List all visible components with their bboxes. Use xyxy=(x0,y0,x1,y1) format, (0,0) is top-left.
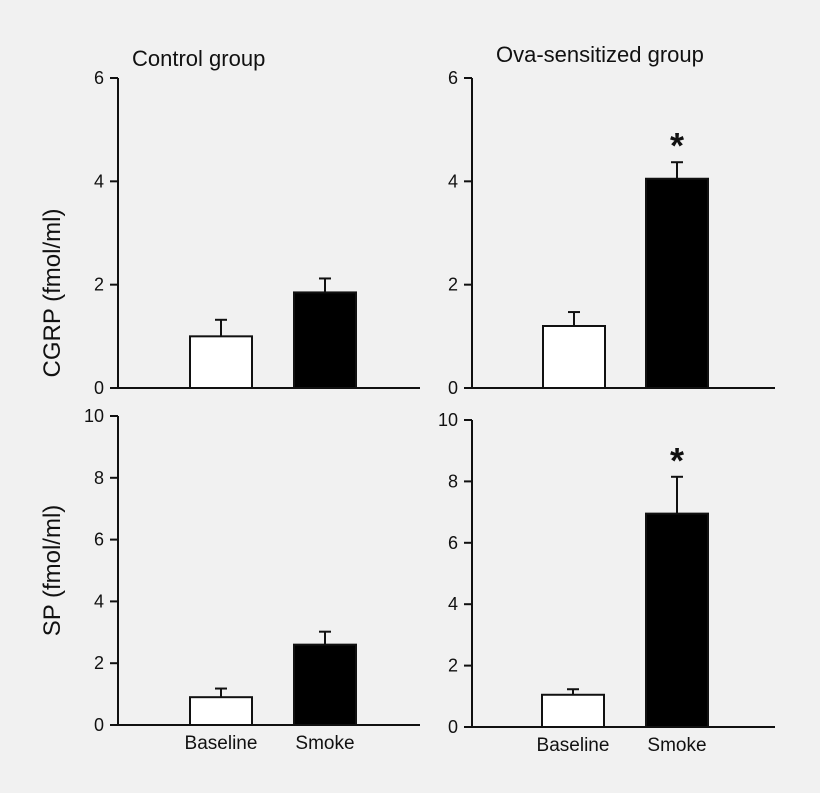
x-category-label: Baseline xyxy=(185,733,258,754)
panels: 0 2 4 6 Control group CGRP (fmol/ml) 0 2 4 6 * Ova-… xyxy=(39,42,775,756)
y-tick-label: 2 xyxy=(94,653,104,673)
y-tick-label: 6 xyxy=(448,68,458,88)
y-axis-title: SP (fmol/ml) xyxy=(39,505,66,637)
y-tick-label: 2 xyxy=(448,275,458,295)
x-category-label: Smoke xyxy=(647,735,706,756)
significance-marker: * xyxy=(670,125,684,166)
panel-title: Ova-sensitized group xyxy=(496,42,704,67)
chart-panel-2: 0 2 4 6 * Ova-sensitized group xyxy=(448,42,775,398)
y-tick-label: 0 xyxy=(94,715,104,735)
chart-panel-4: 0 2 4 6 8 10 Baseline * Smoke xyxy=(438,410,775,756)
chart-panel-3: 0 2 4 6 8 10 Baseline Smoke SP (fmol/ml) xyxy=(39,406,420,754)
y-tick-label: 6 xyxy=(448,533,458,553)
bar-baseline xyxy=(189,696,253,727)
y-tick-label: 10 xyxy=(84,406,104,426)
y-axis-title: CGRP (fmol/ml) xyxy=(39,209,66,378)
bar-smoke xyxy=(645,512,709,729)
y-tick-label: 2 xyxy=(448,656,458,676)
y-tick-label: 0 xyxy=(94,378,104,398)
y-tick-label: 4 xyxy=(448,171,458,191)
panel-title: Control group xyxy=(132,46,265,71)
bar-smoke xyxy=(293,643,357,726)
y-tick-label: 6 xyxy=(94,68,104,88)
y-tick-label: 4 xyxy=(94,591,104,611)
y-tick-label: 2 xyxy=(94,275,104,295)
y-tick-label: 0 xyxy=(448,717,458,737)
y-tick-label: 4 xyxy=(94,171,104,191)
y-tick-label: 8 xyxy=(448,471,458,491)
y-tick-label: 8 xyxy=(94,468,104,488)
bar-baseline xyxy=(189,335,253,390)
bar-smoke xyxy=(293,291,357,389)
y-tick-label: 10 xyxy=(438,410,458,430)
y-tick-label: 6 xyxy=(94,530,104,550)
bar-baseline xyxy=(541,693,605,729)
bar-smoke xyxy=(645,177,709,389)
x-category-label: Baseline xyxy=(537,735,610,756)
significance-marker: * xyxy=(670,440,684,481)
y-tick-label: 4 xyxy=(448,594,458,614)
chart-panel-1: 0 2 4 6 Control group CGRP (fmol/ml) xyxy=(39,46,420,398)
x-category-label: Smoke xyxy=(295,733,354,754)
bar-baseline xyxy=(542,325,606,389)
y-tick-label: 0 xyxy=(448,378,458,398)
